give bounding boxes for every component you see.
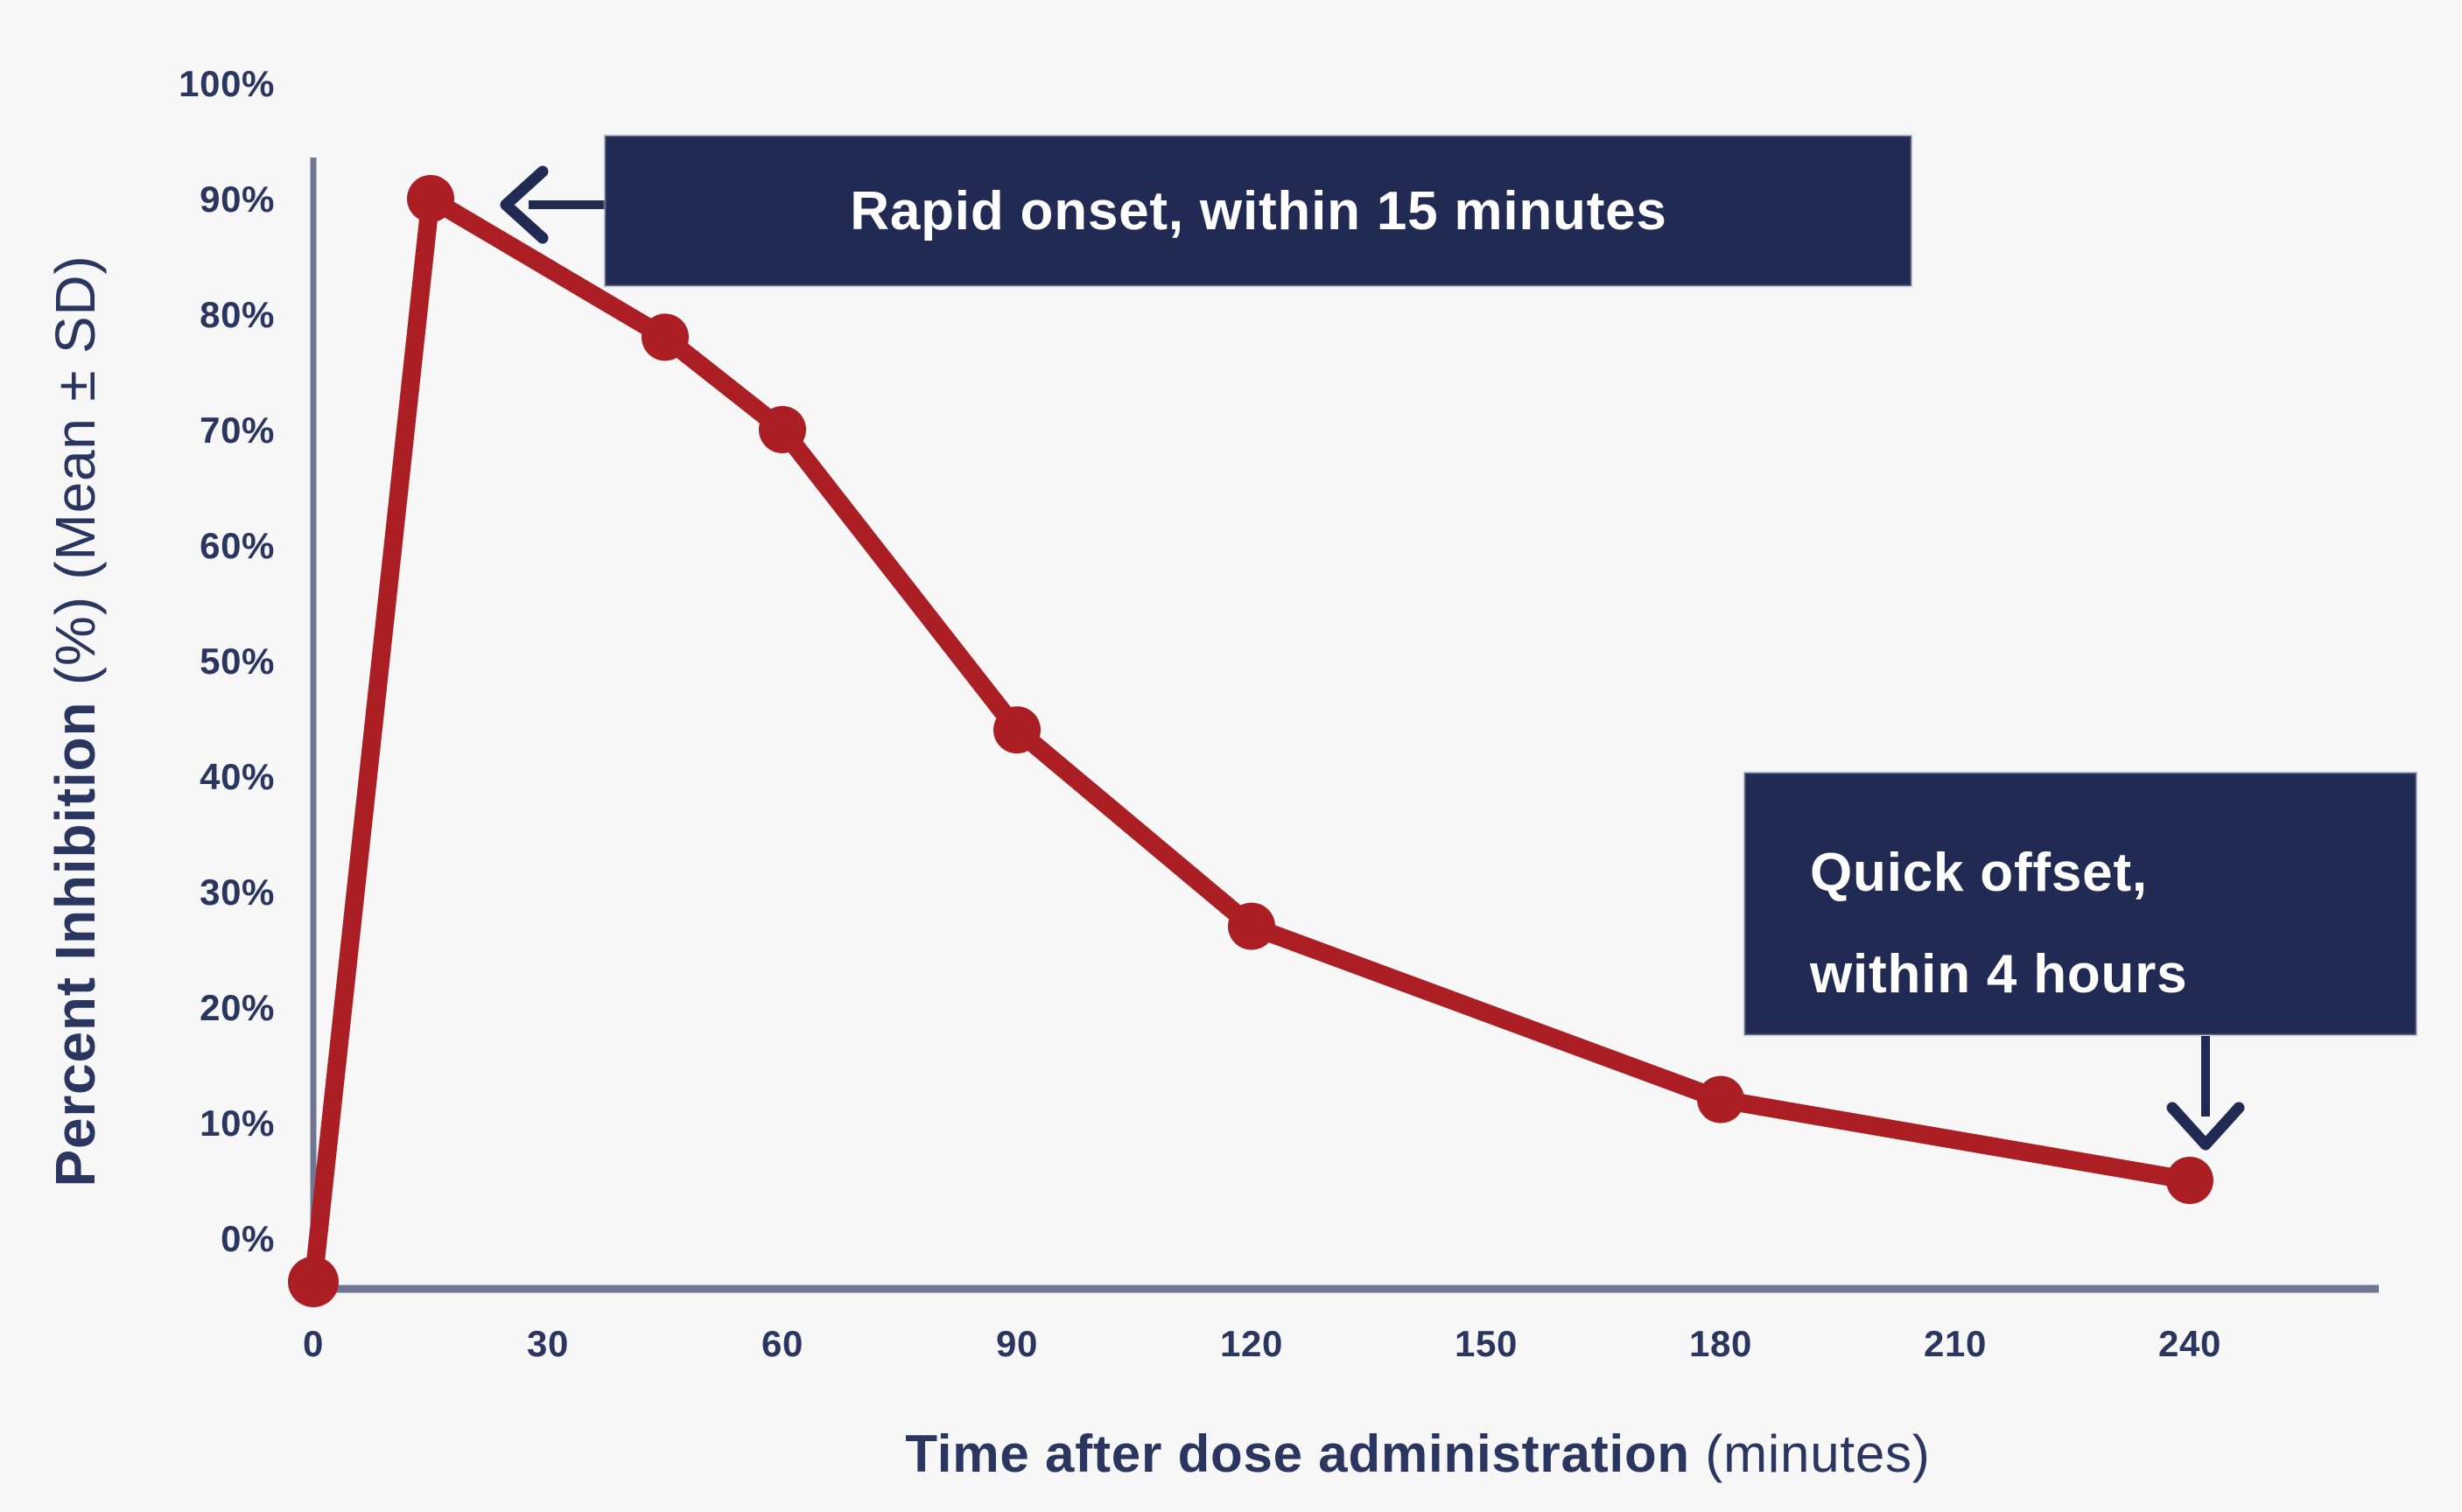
series-line [304,189,2199,1292]
data-point-t240 [2166,1157,2213,1204]
x-axis-title-units: (minutes) [1690,1424,1931,1483]
y-tick-label-20: 20% [200,987,275,1028]
quick-offset-arrow-down-icon [2166,1102,2245,1151]
y-axis-title-bold: Percent Inhibition [44,685,107,1186]
rapid-onset-callout-box [603,134,1913,288]
x-tick-label-0: 0 [303,1323,324,1364]
y-axis-tick-labels: 0% 10% 20% 30% 40% 50% 60% 70% 80% 90% 100% [179,63,275,1259]
x-axis-title: Time after dose administration (minutes) [905,1424,1930,1483]
x-tick-label-180: 180 [1689,1323,1752,1364]
y-tick-label-30: 30% [200,872,275,913]
data-point-t45 [642,313,689,361]
data-point-t180 [1697,1075,1744,1124]
data-point-t90 [993,706,1041,754]
quick-offset-callout-box [1743,771,2418,1037]
rapid-onset-arrow-left-icon [500,165,549,244]
x-tick-label-120: 120 [1220,1323,1283,1364]
y-tick-label-40: 40% [200,756,275,797]
y-tick-label-0: 0% [221,1218,275,1259]
y-tick-label-90: 90% [200,178,275,220]
x-tick-label-150: 150 [1455,1323,1518,1364]
y-tick-label-80: 80% [200,294,275,335]
y-axis-title: Percent Inhibition (%) (Mean ± SD) [44,255,107,1186]
y-tick-label-70: 70% [200,410,275,451]
x-axis-tick-labels: 0 30 60 90 120 150 180 210 240 [303,1323,2221,1364]
quick-offset-callout-line1: Quick offset, [1810,843,2148,903]
quick-offset-callout-line2: within 4 hours [1809,944,2187,1004]
y-tick-label-60: 60% [200,525,275,566]
annotation-quick-offset: Quick offset, within 4 hours [1743,771,2418,1151]
rapid-onset-callout-text: Rapid onset, within 15 minutes [850,181,1666,242]
data-point-t120 [1228,902,1275,950]
y-tick-label-100: 100% [179,63,275,104]
x-tick-label-30: 30 [527,1323,569,1364]
data-point-t15 [407,175,454,222]
series-percent-inhibition [288,175,2213,1307]
x-tick-label-60: 60 [761,1323,803,1364]
y-axis-title-units: (%) (Mean ± SD) [44,255,107,685]
x-tick-label-90: 90 [996,1323,1038,1364]
data-point-t60 [759,406,806,453]
x-axis-title-bold: Time after dose administration [905,1424,1689,1483]
x-tick-label-240: 240 [2158,1323,2221,1364]
y-tick-label-10: 10% [200,1102,275,1144]
annotation-rapid-onset: Rapid onset, within 15 minutes [500,134,1913,288]
y-tick-label-50: 50% [200,640,275,682]
x-tick-label-210: 210 [1924,1323,1987,1364]
data-point-t0 [288,1256,339,1307]
